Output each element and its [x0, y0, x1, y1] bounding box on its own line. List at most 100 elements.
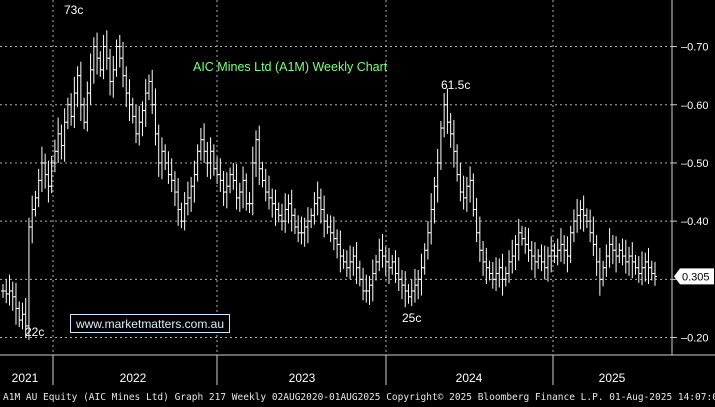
ohlc-bar	[568, 225, 573, 264]
ohlc-bar	[412, 268, 417, 303]
ohlc-bar	[487, 260, 492, 281]
ohlc-bar	[296, 215, 301, 243]
ohlc-bar	[653, 261, 657, 286]
ohlc-bar	[636, 256, 641, 283]
ohlc-bar	[640, 251, 645, 286]
ohlc-bar	[59, 124, 64, 160]
ohlc-bar	[387, 247, 392, 284]
ohlc-bar	[315, 181, 320, 216]
ohlc-bar	[620, 238, 625, 266]
ohlc-bar	[98, 51, 103, 77]
ohlc-bar	[562, 235, 567, 265]
ohlc-bar	[146, 74, 151, 101]
ohlc-bar	[211, 144, 216, 176]
ohlc-bar	[263, 168, 268, 202]
ohlc-bar	[46, 160, 51, 203]
ohlc-bar	[270, 188, 275, 218]
ohlc-bar	[150, 69, 155, 115]
ohlc-bar	[545, 246, 550, 282]
ohlc-bar	[503, 266, 508, 287]
ohlc-bar	[536, 249, 541, 269]
ohlc-bar	[451, 119, 456, 168]
ohlc-bar	[254, 130, 259, 177]
ohlc-bar	[594, 235, 599, 276]
ohlc-bar	[584, 208, 589, 229]
ohlc-bar	[286, 194, 291, 224]
ohlc-bar	[224, 172, 229, 209]
ohlc-bar	[335, 229, 340, 259]
ohlc-bar	[111, 55, 116, 98]
ohlc-bar	[143, 79, 148, 127]
ohlc-bar	[575, 199, 580, 233]
ohlc-bar	[62, 108, 67, 162]
ohlc-bar	[36, 168, 41, 208]
ohlc-bar	[192, 160, 197, 203]
ohlc-bar	[30, 195, 35, 244]
ohlc-bar	[604, 244, 609, 278]
ohlc-bar	[228, 167, 233, 194]
ohlc-bar	[325, 214, 330, 234]
ohlc-bar	[215, 157, 220, 184]
ohlc-bar	[633, 254, 638, 275]
ohlc-bar	[182, 192, 187, 231]
ohlc-bar	[189, 176, 194, 212]
ohlc-bar	[578, 200, 583, 230]
ohlc-bar	[117, 34, 122, 68]
ohlc-bar	[627, 246, 632, 276]
ohlc-bar	[153, 88, 158, 146]
ohlc-bar	[565, 236, 570, 273]
ohlc-bar	[260, 161, 265, 188]
x-axis: 2021 2022 2023 2024 2025	[0, 354, 715, 385]
ohlc-bar	[20, 302, 25, 330]
ohlc-bar	[597, 247, 602, 296]
ohlc-bar	[17, 301, 22, 328]
ohlc-bar	[202, 123, 207, 163]
ohlc-bar	[72, 76, 77, 129]
ohlc-bar	[133, 104, 138, 144]
ohlc-bar	[13, 282, 18, 325]
ohlc-bar	[247, 192, 252, 213]
ohlc-bar	[312, 192, 317, 225]
ohlc-bar	[445, 88, 450, 134]
ohlc-bar	[403, 271, 408, 308]
ohlc-bar	[185, 181, 190, 216]
ohlc-bar	[156, 124, 161, 177]
ohlc-bar	[591, 216, 596, 257]
ohlc-bar	[344, 250, 349, 278]
ohlc-bar	[646, 247, 651, 284]
ohlc-bar	[241, 166, 246, 209]
ohlc-bar	[507, 250, 512, 283]
ohlc-bar	[458, 162, 463, 202]
ohlc-bar	[555, 238, 560, 266]
ohlc-bar	[419, 253, 424, 296]
ohlc-bar	[448, 112, 453, 148]
ohlc-bar	[532, 242, 537, 279]
ohlc-bar	[78, 61, 83, 122]
x-tick-label: 2023	[289, 371, 316, 385]
ohlc-bar	[523, 226, 528, 254]
ohlc-bar	[95, 32, 100, 75]
ohlc-bar	[257, 125, 262, 186]
ohlc-bar	[43, 153, 48, 189]
ohlc-bar	[357, 260, 362, 287]
ohlc-bar	[484, 247, 489, 284]
ohlc-bar	[471, 173, 476, 217]
ohlc-bar	[351, 246, 356, 276]
ohlc-bar	[461, 175, 466, 210]
ohlc-bar	[364, 274, 369, 303]
ohlc-bar	[529, 240, 534, 271]
ohlc-bar	[435, 148, 440, 203]
x-tick-label: 2021	[12, 371, 39, 385]
ohlc-bar	[124, 66, 129, 108]
ohlc-bar	[425, 221, 430, 260]
y-tick-label: –0.50	[681, 158, 709, 170]
ohlc-bar	[279, 203, 284, 231]
annotation-25c: 25c	[402, 311, 422, 325]
ohlc-bar	[33, 190, 38, 217]
ohlc-bar	[380, 233, 385, 268]
ohlc-bar	[513, 235, 518, 271]
ohlc-bar	[104, 30, 109, 70]
ohlc-bar	[500, 253, 505, 296]
y-tick-label: –0.70	[681, 42, 709, 54]
watermark-link[interactable]: www.marketmatters.com.au	[70, 314, 230, 333]
